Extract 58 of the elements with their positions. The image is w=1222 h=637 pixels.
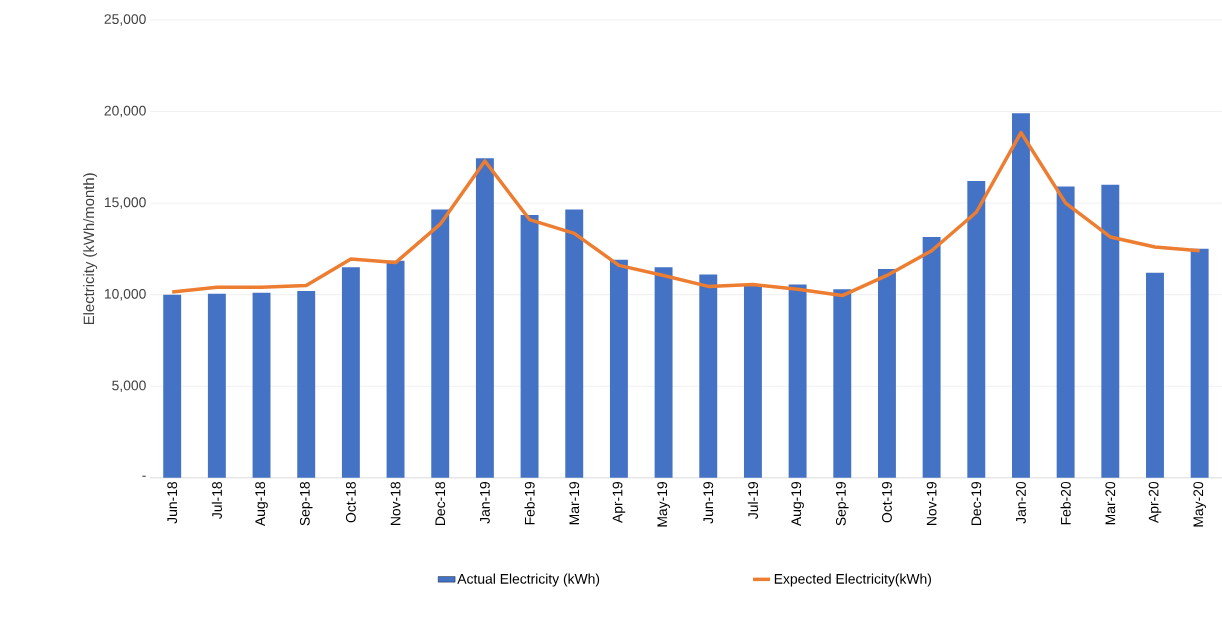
- bar: [967, 181, 986, 478]
- y-axis-title: Electricity (kWh/month): [83, 173, 98, 325]
- x-tick-label: Jun-19: [703, 481, 714, 524]
- bar: [520, 214, 539, 478]
- bar: [877, 268, 896, 478]
- x-tick-label: Aug-18: [255, 481, 268, 527]
- bar: [475, 158, 494, 478]
- bar: [431, 209, 450, 478]
- y-tick-label: -: [142, 475, 146, 477]
- x-tick-label: Jun-18: [167, 481, 178, 524]
- x-tick-label: Jul-18: [211, 481, 222, 519]
- x-tick-label: Mar-20: [1105, 481, 1116, 525]
- x-tick-label: May-20: [1193, 481, 1206, 527]
- bar: [341, 267, 360, 478]
- x-tick-label: Oct-18: [345, 481, 356, 523]
- bar: [1101, 184, 1120, 478]
- bar: [1190, 248, 1209, 478]
- x-tick-label: Apr-19: [612, 481, 626, 523]
- bar: [207, 293, 226, 478]
- x-tick-label: Aug-19: [791, 481, 804, 527]
- x-tick-label: Feb-20: [1060, 481, 1071, 525]
- x-tick-label: Jan-19: [479, 481, 490, 524]
- x-tick-label: May-19: [657, 481, 670, 527]
- x-tick-label: Jul-19: [747, 481, 759, 519]
- bar: [163, 294, 182, 478]
- y-tick-label: 25,000: [104, 14, 146, 26]
- legend-label: Actual Electricity (kWh): [457, 573, 600, 587]
- x-tick-label: Jan-20: [1016, 481, 1026, 524]
- bar: [565, 209, 584, 478]
- y-tick-label: 10,000: [104, 288, 146, 301]
- legend-label: Expected Electricity(kWh): [774, 573, 931, 587]
- bar: [743, 285, 762, 478]
- bar: [297, 290, 316, 478]
- bar: [1012, 113, 1030, 478]
- x-tick-label: Feb-19: [524, 481, 535, 525]
- x-tick-label: Sep-18: [299, 481, 313, 526]
- y-tick-label: 20,000: [104, 105, 146, 118]
- bar: [922, 236, 941, 478]
- bar: [1146, 272, 1164, 478]
- bar: [609, 259, 628, 478]
- line-series: [170, 130, 1202, 298]
- bar: [788, 284, 807, 478]
- x-tick-label: Oct-19: [882, 481, 892, 523]
- x-tick-label: Sep-19: [835, 481, 849, 526]
- x-tick-label: Dec-19: [971, 481, 982, 525]
- x-tick-label: Mar-19: [569, 481, 580, 525]
- y-tick-label: 5,000: [112, 380, 146, 392]
- bar: [654, 267, 673, 478]
- x-tick-label: Dec-18: [435, 481, 446, 525]
- bar: [252, 292, 271, 478]
- bar: [386, 260, 405, 478]
- y-tick-label: 15,000: [104, 197, 146, 209]
- x-tick-label: Nov-19: [926, 481, 937, 525]
- bar: [833, 289, 852, 478]
- x-tick-label: Nov-18: [390, 481, 401, 525]
- bar: [699, 274, 718, 478]
- bar: [1056, 186, 1075, 478]
- x-tick-label: Apr-20: [1148, 481, 1162, 523]
